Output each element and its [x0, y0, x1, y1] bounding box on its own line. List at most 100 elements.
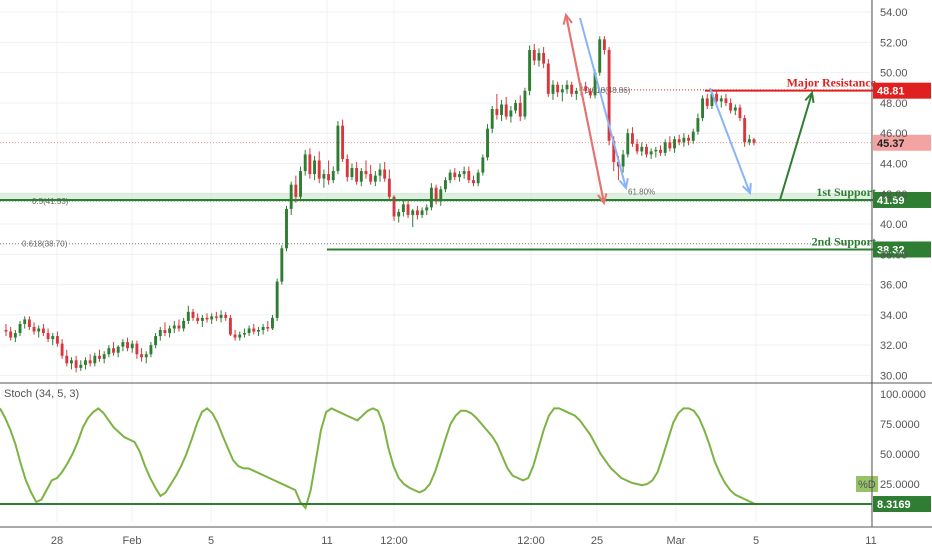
- candle-body: [303, 154, 307, 172]
- x-tick-label: 5: [753, 535, 759, 547]
- stoch-y-tick: 50.0000: [880, 449, 920, 461]
- candle-body: [308, 154, 312, 175]
- candle-body: [453, 172, 457, 178]
- level-price-label: 41.59: [877, 195, 905, 207]
- candle-body: [434, 187, 438, 202]
- level-label: 2nd Support: [812, 234, 876, 248]
- candle-body: [528, 49, 532, 91]
- level-price-label: 48.81: [877, 86, 905, 98]
- candle-body: [205, 317, 209, 320]
- candle-body: [486, 128, 489, 158]
- candle-body: [317, 160, 321, 179]
- candle-body: [144, 354, 148, 358]
- stochastic-panel: 100.0000 75.0000 50.0000 25.0000 8.3169%D: [0, 389, 931, 513]
- candle-body: [420, 210, 424, 215]
- candle-body: [341, 125, 345, 159]
- candle-body: [65, 355, 69, 364]
- candle-body: [729, 102, 733, 111]
- candle-body: [261, 326, 265, 331]
- candle-body: [172, 325, 176, 329]
- candle-body: [23, 319, 27, 324]
- y-tick-label: 40.00: [880, 219, 908, 231]
- candle-body: [88, 360, 92, 364]
- candle-body: [462, 171, 466, 175]
- candle-body: [116, 346, 120, 353]
- candle-body: [425, 207, 429, 211]
- y-tick-label: 52.00: [880, 37, 908, 49]
- candle-body: [588, 90, 592, 96]
- last-price-tag: [873, 134, 931, 151]
- candle-body: [51, 336, 55, 340]
- candlestick-series: [4, 36, 756, 373]
- candle-body: [163, 330, 167, 334]
- candle-body: [495, 108, 499, 116]
- blue-down-arrow-head: [618, 177, 629, 191]
- candle-body: [186, 311, 190, 321]
- green-up-arrow-head: [804, 90, 815, 104]
- candle-body: [504, 104, 508, 117]
- candle-body: [224, 314, 228, 318]
- y-tick-label: 38.00: [880, 249, 908, 261]
- candle-body: [55, 336, 59, 344]
- fib-label-618pct: 61.80%: [628, 188, 655, 197]
- candle-body: [654, 149, 658, 152]
- candle-body: [228, 317, 232, 335]
- candle-body: [60, 343, 64, 356]
- candle-body: [196, 317, 200, 321]
- candle-body: [532, 49, 536, 61]
- candle-body: [149, 345, 153, 355]
- candle-body: [299, 171, 302, 197]
- candle-body: [663, 142, 667, 153]
- candle-body: [635, 143, 639, 152]
- candle-body: [733, 107, 737, 111]
- candle-body: [98, 355, 101, 359]
- candle-body: [659, 149, 662, 153]
- candle-body: [710, 93, 714, 106]
- stoch-y-tick: 75.0000: [880, 419, 920, 431]
- level-price-tag: [873, 191, 931, 208]
- candle-body: [514, 102, 518, 111]
- x-tick-label: 12:00: [380, 535, 408, 547]
- candle-body: [168, 328, 172, 334]
- candle-body: [252, 328, 256, 332]
- candle-body: [219, 314, 223, 318]
- x-tick-label: 28: [51, 535, 63, 547]
- candle-body: [472, 180, 475, 184]
- candle-body: [373, 175, 377, 182]
- candle-body: [191, 311, 195, 318]
- candle-body: [32, 326, 36, 332]
- green-up-arrow: [779, 92, 813, 201]
- blue-down-arrow-2-head: [742, 182, 752, 196]
- candle-body: [18, 323, 22, 334]
- candle-body: [691, 131, 695, 141]
- y-tick-label: 36.00: [880, 280, 908, 292]
- candle-body: [593, 72, 597, 96]
- candle-body: [387, 178, 391, 197]
- candle-body: [598, 39, 602, 73]
- candle-body: [70, 360, 73, 364]
- candle-body: [518, 102, 522, 117]
- candle-body: [556, 84, 560, 93]
- candle-body: [130, 343, 134, 349]
- x-tick-label: Feb: [123, 535, 142, 547]
- candle-body: [242, 333, 246, 335]
- level-label: Major Resistance: [787, 76, 877, 90]
- candle-body: [537, 52, 541, 61]
- candle-body: [415, 210, 419, 215]
- candle-body: [112, 348, 115, 353]
- candle-body: [448, 172, 452, 181]
- y-tick-label: 34.00: [880, 310, 908, 322]
- candle-body: [345, 158, 349, 178]
- candle-body: [439, 189, 443, 202]
- candle-body: [476, 172, 480, 184]
- candle-body: [500, 104, 503, 116]
- candle-body: [397, 211, 401, 217]
- y-tick-label: 32.00: [880, 340, 908, 352]
- candle-body: [429, 187, 433, 208]
- candle-body: [546, 63, 550, 94]
- candle-body: [565, 84, 569, 90]
- candle-body: [621, 154, 625, 167]
- candle-body: [126, 342, 129, 349]
- candle-body: [738, 107, 742, 119]
